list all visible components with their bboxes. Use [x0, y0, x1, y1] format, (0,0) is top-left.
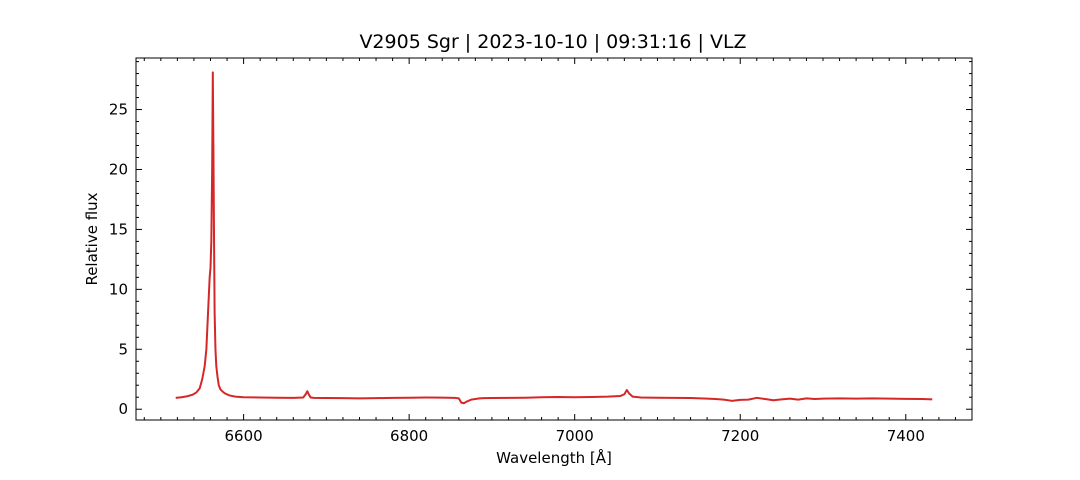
chart-title: V2905 Sgr | 2023-10-10 | 09:31:16 | VLZ	[359, 31, 746, 53]
axes: 6600 6800 7000 7200 7400 0 5 10 15 20 25	[109, 58, 973, 445]
x-tick-label: 7000	[556, 427, 594, 445]
y-tick-label: 15	[109, 220, 128, 238]
x-tick-label: 7200	[721, 427, 759, 445]
y-tick-label: 10	[109, 280, 128, 298]
x-tick-label: 6600	[225, 427, 263, 445]
x-tick-label: 7400	[887, 427, 925, 445]
y-tick-label: 0	[118, 400, 128, 418]
series-line	[175, 71, 933, 405]
y-tick-label: 20	[109, 160, 128, 178]
x-axis-label: Wavelength [Å]	[496, 448, 612, 467]
y-axis-label: Relative flux	[83, 192, 101, 285]
x-tick-label: 6800	[390, 427, 428, 445]
y-tick-label: 5	[118, 340, 128, 358]
y-tick-label: 25	[109, 101, 128, 119]
plot-frame	[135, 57, 973, 421]
